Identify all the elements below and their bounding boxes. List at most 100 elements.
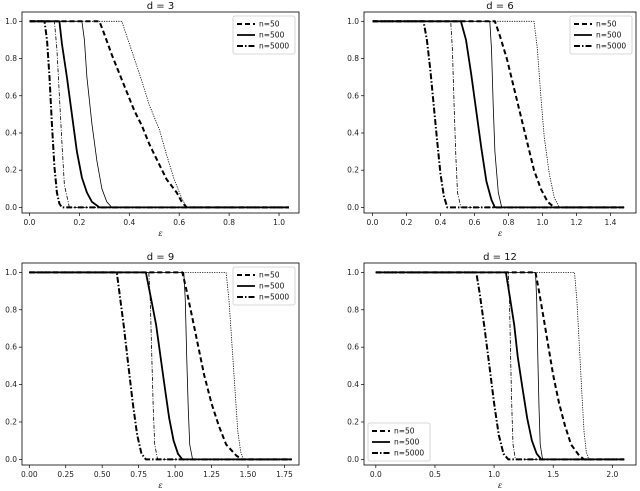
x-tick-label: 0.00: [21, 470, 38, 479]
series-line-n-5000: [29, 20, 289, 209]
x-tick-label: 0.0: [24, 218, 36, 227]
y-tick-label: 0.0: [5, 455, 17, 464]
series-line-n-5000: [375, 271, 625, 461]
x-tick-label: 0.6: [173, 218, 185, 227]
series-line-n-500: [29, 20, 289, 209]
series-line-thin-5: [29, 271, 292, 460]
legend-label: n=500: [259, 31, 285, 40]
series-line-thin-3: [372, 20, 625, 208]
x-tick-label: 0.8: [503, 218, 515, 227]
series-line-thin-5: [372, 20, 625, 208]
y-tick-label: 0.8: [5, 54, 17, 63]
y-tick-label: 0.4: [347, 128, 359, 137]
y-tick-label: 0.4: [5, 128, 17, 137]
legend-label: n=500: [596, 31, 622, 40]
x-tick-label: 0.5: [429, 470, 441, 479]
y-tick-label: 0.4: [347, 380, 359, 389]
x-tick-label: 0.75: [130, 470, 147, 479]
x-tick-label: 1.0: [488, 470, 500, 479]
series-line-thin-4: [29, 20, 289, 208]
y-tick-label: 1.0: [5, 17, 17, 26]
series-line-n-5000: [29, 271, 292, 461]
x-tick-label: 1.75: [276, 470, 293, 479]
x-tick-label: 1.25: [203, 470, 220, 479]
x-tick-label: 1.0: [273, 218, 285, 227]
series-line-n-500: [29, 271, 292, 461]
chart-panel-3: d = 9 0.00 0.25 0.50 0.75 1.00 1.25 1.50 1.75 0.0…: [5, 252, 300, 490]
y-tick-label: 0.2: [347, 166, 359, 175]
axes-frame: [21, 262, 300, 466]
chart-panel-1: d = 3 0.0 0.2 0.4 0.6 0.8 1.0 0.0 0.2 0.4 0.6 0.8 1.…: [5, 1, 300, 238]
legend: n=50 n=500 n=5000: [232, 266, 296, 306]
series-line-thin-5: [29, 20, 289, 208]
series-line-n-50: [29, 271, 292, 461]
series-line-thin-5: [375, 271, 625, 460]
y-tick-label: 1.0: [347, 17, 359, 26]
chart-title: d = 9: [147, 252, 174, 263]
y-tick-label: 0.2: [5, 166, 17, 175]
x-tick-label: 1.50: [240, 470, 257, 479]
legend-label: n=5000: [394, 449, 424, 458]
legend-label: n=5000: [259, 293, 289, 302]
y-tick-label: 0.4: [5, 380, 17, 389]
series-line-thin-3: [375, 271, 625, 460]
y-tick-label: 0.6: [5, 343, 17, 352]
legend-box: [569, 15, 633, 55]
axes-frame: [363, 262, 637, 466]
legend-label: n=5000: [259, 42, 289, 51]
chart-title: d = 12: [483, 252, 517, 263]
legend-box: [232, 266, 296, 306]
chart-panel-4: d = 12 0.0 0.5 1.0 1.5 2.0 0.0 0.2 0.4 0.6 0.8 1.0 ε…: [347, 252, 637, 490]
y-tick-label: 0.0: [347, 455, 359, 464]
y-tick-label: 0.8: [347, 305, 359, 314]
x-tick-label: 2.0: [606, 470, 618, 479]
x-tick-label: 0.2: [73, 218, 85, 227]
x-tick-label: 0.4: [123, 218, 135, 227]
legend-box: [232, 15, 296, 55]
chart-panel-2: d = 6 0.0 0.2 0.4 0.6 0.8 1.0 1.2 1.4 0.0 0.2 0.4 0.…: [347, 1, 637, 238]
y-tick-label: 0.6: [347, 343, 359, 352]
series-line-n-500: [375, 271, 625, 461]
axes-frame: [21, 11, 300, 214]
x-tick-label: 0.25: [57, 470, 74, 479]
y-tick-label: 0.6: [5, 91, 17, 100]
legend-label: n=50: [394, 427, 415, 436]
series-line-n-500: [372, 20, 625, 209]
x-tick-label: 0.50: [94, 470, 111, 479]
x-tick-label: 0.0: [370, 470, 382, 479]
legend-label: n=50: [259, 20, 280, 29]
series-line-thin-4: [29, 271, 292, 460]
legend-box: [367, 422, 431, 462]
x-axis-label: ε: [498, 481, 502, 490]
y-tick-label: 0.2: [347, 417, 359, 426]
x-tick-label: 0.8: [223, 218, 235, 227]
legend: n=50 n=500 n=5000: [367, 422, 431, 462]
legend: n=50 n=500 n=5000: [232, 15, 296, 55]
y-tick-label: 0.0: [347, 203, 359, 212]
legend-label: n=500: [259, 282, 285, 291]
x-tick-label: 1.00: [167, 470, 184, 479]
y-tick-label: 1.0: [347, 268, 359, 277]
chart-title: d = 3: [147, 1, 174, 12]
x-axis-label: ε: [158, 481, 162, 490]
y-tick-label: 0.6: [347, 91, 359, 100]
series-line-n-5000: [372, 20, 625, 209]
y-tick-label: 0.8: [5, 305, 17, 314]
x-axis-label: ε: [158, 229, 162, 238]
x-axis-label: ε: [498, 229, 502, 238]
legend-label: n=50: [259, 271, 280, 280]
chart-title: d = 6: [486, 1, 513, 12]
x-tick-label: 1.5: [547, 470, 559, 479]
x-tick-label: 0.6: [469, 218, 481, 227]
x-tick-label: 0.0: [367, 218, 379, 227]
legend-label: n=50: [596, 20, 617, 29]
x-tick-label: 1.2: [571, 218, 583, 227]
x-tick-label: 1.0: [537, 218, 549, 227]
series-line-thin-4: [372, 20, 625, 208]
legend-label: n=500: [394, 438, 420, 447]
legend-label: n=5000: [596, 42, 626, 51]
series-line-thin-3: [29, 271, 292, 460]
series-line-thin-3: [29, 20, 289, 208]
series-line-thin-4: [375, 271, 625, 460]
series-line-n-50: [372, 20, 625, 209]
